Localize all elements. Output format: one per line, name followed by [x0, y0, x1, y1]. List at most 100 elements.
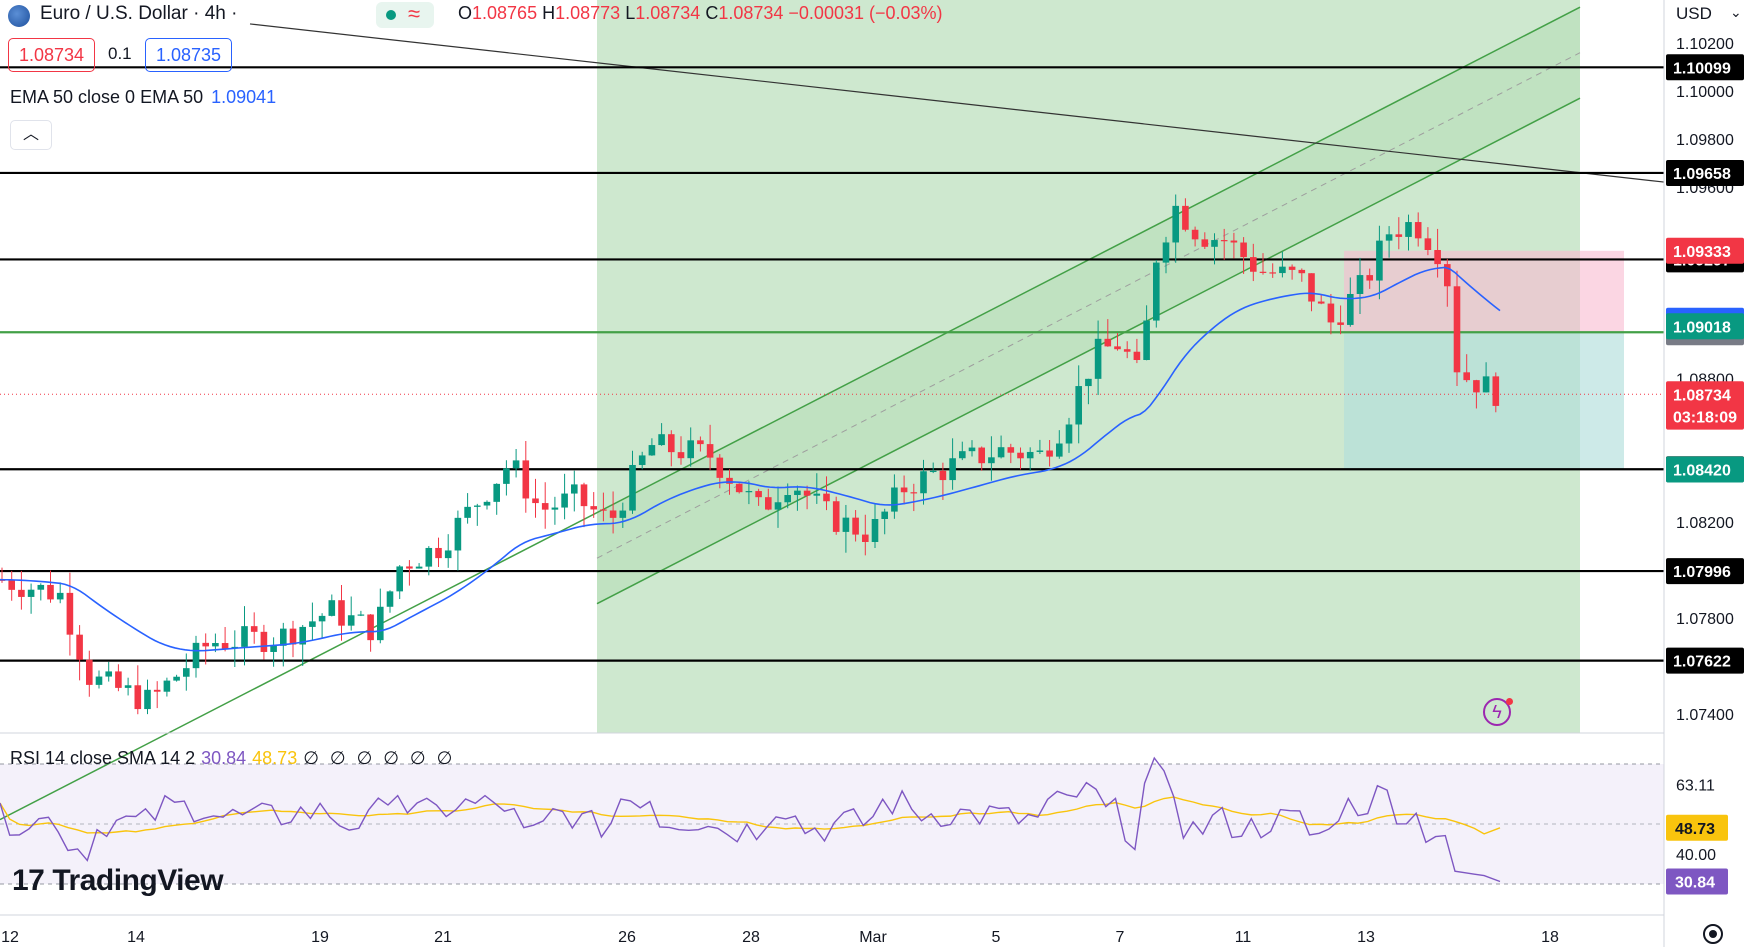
- candle-body: [347, 615, 355, 626]
- candle-body: [803, 490, 811, 496]
- candle-body: [648, 445, 656, 456]
- rsi-legend-extra: ∅ ∅ ∅ ∅ ∅ ∅: [303, 748, 456, 768]
- candle-body: [687, 440, 694, 459]
- chevron-down-icon[interactable]: ⌄: [1730, 4, 1742, 20]
- candle-body: [444, 550, 452, 559]
- candle-body: [464, 506, 471, 518]
- candle-body: [1473, 380, 1480, 393]
- candle-body: [862, 534, 869, 543]
- candle-body: [56, 592, 64, 600]
- candle-body: [173, 676, 180, 681]
- collapse-legend-button[interactable]: ︿: [10, 120, 52, 150]
- candle-body: [163, 680, 171, 692]
- candle-body: [1463, 372, 1470, 381]
- level-label-0-bg: [1666, 54, 1744, 81]
- buy-button[interactable]: 1.08735: [145, 38, 233, 72]
- flash-icon[interactable]: ϟ: [1483, 698, 1511, 726]
- candle-body: [1182, 205, 1189, 230]
- candle-body: [1279, 266, 1286, 274]
- candle-body: [988, 457, 995, 464]
- candle-body: [76, 634, 83, 660]
- candle-body: [1317, 301, 1325, 304]
- level-label-5-bg: [1666, 558, 1744, 585]
- market-open-dot-icon: [386, 10, 396, 20]
- level-label-5: 1.07996: [1673, 564, 1731, 581]
- ema-line: [0, 266, 1501, 652]
- candle-body: [920, 471, 927, 494]
- rsi-legend[interactable]: RSI 14 close SMA 14 2 30.84 48.73 ∅ ∅ ∅ ∅ ∅…: [10, 748, 455, 769]
- candle-body: [541, 503, 549, 510]
- low-value: 1.08734: [635, 3, 701, 23]
- candle-body: [571, 484, 578, 494]
- candle-body: [47, 584, 54, 600]
- time-tick-label: 28: [742, 929, 760, 946]
- rsi-badge-bg: [1666, 868, 1728, 895]
- candle-body: [1269, 272, 1276, 274]
- candle-body: [551, 507, 559, 510]
- candle-body: [406, 566, 413, 569]
- price-badge-5-bg: [1666, 456, 1744, 483]
- price-tick-label: 1.10200: [1676, 36, 1734, 53]
- price-badge-2: 1.09018: [1673, 319, 1731, 336]
- candle-body: [124, 685, 132, 688]
- price-tick-label: 1.07800: [1676, 611, 1734, 628]
- candle-body: [959, 451, 966, 459]
- candle-body: [716, 457, 724, 478]
- price-badge-3-bg: [1666, 381, 1744, 408]
- price-tick-label: 1.09800: [1676, 132, 1734, 149]
- candle-body: [949, 458, 956, 481]
- spread-value: 0.1: [108, 44, 132, 63]
- candle-body: [367, 614, 374, 641]
- candle-body: [280, 628, 287, 646]
- price-tick-label: 1.08200: [1676, 515, 1734, 532]
- candle-body: [1172, 205, 1179, 243]
- tradingview-logo: 17 TradingView: [12, 864, 224, 898]
- candle-body: [309, 621, 316, 627]
- level-label-6: 1.07622: [1673, 654, 1731, 671]
- rsi-line: [0, 756, 1501, 883]
- rsi-sma-line: [0, 796, 1501, 835]
- candle-body: [95, 676, 103, 685]
- candle-body: [532, 498, 539, 504]
- candle-body: [1104, 338, 1112, 347]
- candle-body: [726, 477, 733, 484]
- candle-body: [241, 626, 248, 647]
- gear-icon[interactable]: [1703, 924, 1723, 944]
- candle-body: [706, 444, 714, 458]
- time-tick-label: 14: [127, 929, 145, 946]
- candle-body: [318, 615, 326, 622]
- time-tick-label: 18: [1541, 929, 1559, 946]
- candle-body: [939, 470, 947, 481]
- candle-body: [978, 447, 985, 464]
- candle-body: [677, 452, 685, 459]
- candle-body: [1250, 257, 1257, 272]
- candle-body: [929, 470, 937, 473]
- candle-body: [1444, 264, 1451, 287]
- market-status-badge[interactable]: ≈: [376, 1, 434, 28]
- trend-line: [249, 23, 1665, 183]
- rsi-sma-badge-bg: [1666, 814, 1728, 841]
- candle-body: [1201, 239, 1209, 247]
- close-label: C: [705, 3, 719, 23]
- sell-button[interactable]: 1.08734: [8, 38, 96, 72]
- candle-body: [8, 580, 15, 590]
- candle-body: [512, 460, 520, 469]
- currency-selector[interactable]: USD: [1676, 4, 1712, 23]
- ema-legend[interactable]: EMA 50 close 0 EMA 50 1.09041: [10, 87, 276, 108]
- symbol-title[interactable]: Euro / U.S. Dollar · 4h ·: [40, 3, 238, 24]
- candle-body: [425, 547, 433, 567]
- candle-body: [483, 501, 491, 506]
- candle-body: [900, 487, 908, 493]
- candle-body: [852, 517, 859, 535]
- time-tick-label: 26: [618, 929, 636, 946]
- candle-body: [609, 510, 617, 518]
- candle-body: [1434, 249, 1441, 265]
- candle-body: [745, 491, 753, 493]
- candle-body: [1133, 351, 1141, 361]
- price-badge-5: 1.08420: [1673, 463, 1731, 480]
- price-badge-0-bg: [1666, 237, 1744, 264]
- candle-body: [910, 492, 918, 494]
- candle-body: [1191, 229, 1199, 240]
- open-value: 1.08765: [472, 3, 538, 23]
